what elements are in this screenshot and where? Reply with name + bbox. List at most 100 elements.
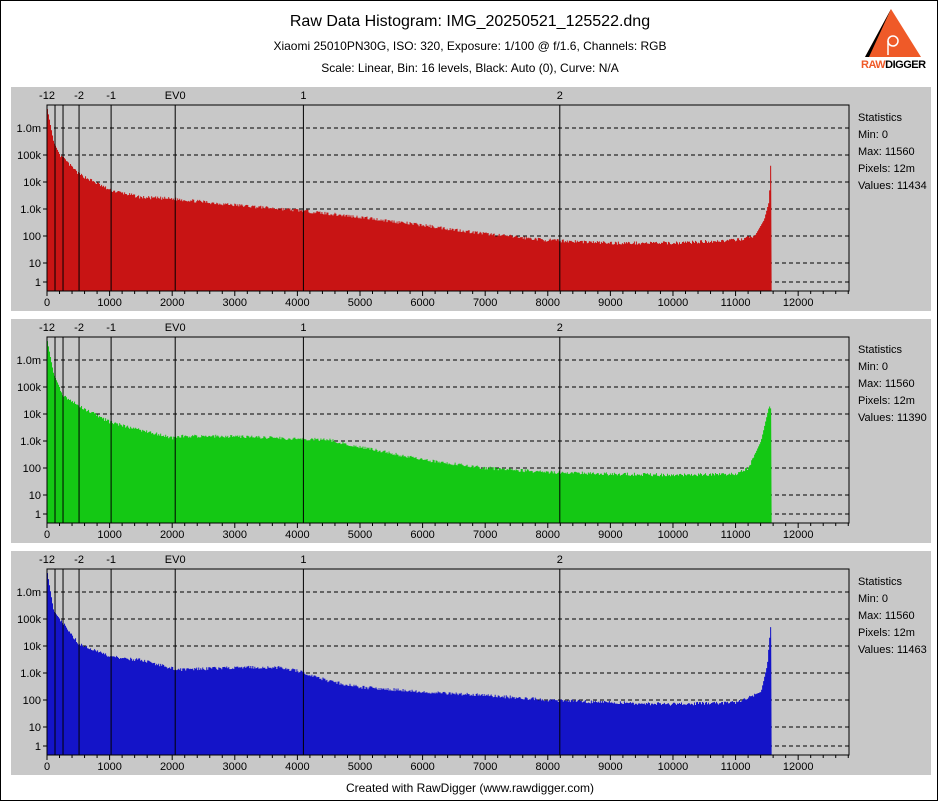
footer-credit: Created with RawDigger (www.rawdigger.co…: [345, 781, 595, 795]
ev-label: -2: [74, 554, 84, 566]
stat-heading: Statistics: [858, 344, 903, 356]
y-tick-label: 1: [35, 277, 41, 289]
x-tick-label: 11000: [721, 761, 751, 773]
stat-values: Values: 11463: [858, 644, 927, 656]
plot-svg: 1.0m 100k 10k 1.0k 100 10 1 -12 -2 -1 EV0 1 2 0 1000 20…: [17, 322, 850, 541]
x-tick-label: 0: [44, 297, 50, 309]
x-tick-label: 7000: [473, 297, 497, 309]
histogram-area-green: [47, 341, 772, 523]
scale-info: Scale: Linear, Bin: 16 levels, Black: Au…: [321, 61, 619, 75]
y-tick-label: 1: [35, 741, 41, 753]
plot-svg: 1.0m 100k 10k 1.0k 100 10 1 -12 -2 -1 EV0 1 2 0 1000 20…: [17, 554, 850, 773]
x-tick-label: 12000: [783, 529, 814, 541]
x-tick-label: 9000: [598, 529, 622, 541]
ev-label: -12: [39, 322, 55, 334]
ev-label: EV0: [165, 90, 186, 102]
ev-label: -12: [39, 554, 55, 566]
x-tick-label: 3000: [223, 761, 247, 773]
x-tick-label: 7000: [473, 761, 497, 773]
ev-label: EV0: [165, 322, 186, 334]
y-tick-label: 100k: [17, 150, 41, 162]
x-tick-label: 3000: [223, 297, 247, 309]
x-tick-label: 8000: [536, 761, 560, 773]
x-tick-label: 0: [44, 761, 50, 773]
y-tick-label: 1.0k: [20, 436, 41, 448]
stat-min: Min: 0: [858, 129, 888, 141]
x-tick-label: 7000: [473, 529, 497, 541]
x-tick-label: 8000: [536, 297, 560, 309]
stat-max: Max: 11560: [858, 378, 915, 390]
y-tick-label: 1.0m: [17, 355, 41, 367]
x-tick-label: 2000: [160, 529, 184, 541]
ev-label: -2: [74, 90, 84, 102]
x-tick-label: 1000: [97, 529, 121, 541]
x-tick-label: 2000: [160, 297, 184, 309]
x-tick-label: 3000: [223, 529, 247, 541]
x-tick-label: 6000: [410, 529, 434, 541]
ev-label: 1: [300, 322, 306, 334]
y-tick-label: 1: [35, 509, 41, 521]
ev-label: 2: [557, 322, 563, 334]
stat-min: Min: 0: [858, 361, 888, 373]
x-tick-label: 12000: [783, 297, 814, 309]
y-tick-label: 1.0k: [20, 204, 41, 216]
ev-label: -2: [74, 322, 84, 334]
y-tick-label: 1.0m: [17, 123, 41, 135]
stat-max: Max: 11560: [858, 146, 915, 158]
y-tick-label: 1.0k: [20, 668, 41, 680]
x-tick-label: 6000: [410, 297, 434, 309]
x-tick-label: 5000: [348, 761, 372, 773]
stat-pixels: Pixels: 12m: [858, 395, 915, 407]
y-tick-label: 100k: [17, 382, 41, 394]
x-tick-label: 2000: [160, 761, 184, 773]
x-tick-label: 4000: [285, 529, 309, 541]
camera-info: Xiaomi 25010PN30G, ISO: 320, Exposure: 1…: [273, 39, 667, 53]
chart-title: Raw Data Histogram: IMG_20250521_125522.…: [289, 13, 651, 30]
x-tick-label: 5000: [348, 529, 372, 541]
y-tick-label: 10k: [23, 177, 41, 189]
y-tick-label: 10k: [23, 409, 41, 421]
x-tick-label: 10000: [658, 297, 689, 309]
y-tick-label: 100: [23, 695, 41, 707]
histogram-panel-green: 1.0m 100k 10k 1.0k 100 10 1 -12 -2 -1 EV0 1 2 0 1000 20…: [11, 319, 931, 543]
x-tick-label: 10000: [658, 529, 689, 541]
rawdigger-logo: RAWDIGGER: [857, 7, 927, 73]
y-tick-label: 10: [29, 490, 41, 502]
x-tick-label: 8000: [536, 529, 560, 541]
x-tick-label: 9000: [598, 297, 622, 309]
statistics-box: Statistics Min: 0 Max: 11560 Pixels: 12m Val…: [858, 110, 927, 195]
histogram-area-blue: [47, 573, 772, 755]
x-tick-label: 4000: [285, 297, 309, 309]
x-tick-label: 4000: [285, 761, 309, 773]
ev-label: -1: [106, 322, 116, 334]
stat-min: Min: 0: [858, 593, 888, 605]
x-tick-label: 5000: [348, 297, 372, 309]
y-tick-label: 100: [23, 463, 41, 475]
x-tick-label: 1000: [97, 761, 121, 773]
y-tick-label: 1.0m: [17, 587, 41, 599]
y-tick-label: 10k: [23, 641, 41, 653]
histogram-panel-red: 1.0m 100k 10k 1.0k 100 10 1 -12 -2 -1 EV0 1 2 0 1000 20…: [11, 87, 931, 311]
ev-label: 2: [557, 554, 563, 566]
x-tick-label: 11000: [721, 297, 751, 309]
x-tick-label: 12000: [783, 761, 814, 773]
stat-pixels: Pixels: 12m: [858, 627, 915, 639]
ev-label: -1: [106, 90, 116, 102]
logo-triangle-icon: [865, 9, 921, 57]
y-tick-label: 10: [29, 722, 41, 734]
histogram-area-red: [47, 109, 772, 291]
plot-svg: 1.0m 100k 10k 1.0k 100 10 1 -12 -2 -1 EV0 1 2 0 1000 20…: [17, 90, 850, 309]
x-tick-label: 10000: [658, 761, 689, 773]
x-tick-label: 6000: [410, 761, 434, 773]
statistics-box: Statistics Min: 0 Max: 11560 Pixels: 12m Val…: [858, 342, 927, 427]
stat-heading: Statistics: [858, 112, 903, 124]
ev-label: EV0: [165, 554, 186, 566]
x-tick-label: 1000: [97, 297, 121, 309]
x-tick-label: 0: [44, 529, 50, 541]
x-tick-label: 11000: [721, 529, 751, 541]
ev-label: -1: [106, 554, 116, 566]
x-tick-label: 9000: [598, 761, 622, 773]
ev-label: 1: [300, 554, 306, 566]
ev-label: -12: [39, 90, 55, 102]
